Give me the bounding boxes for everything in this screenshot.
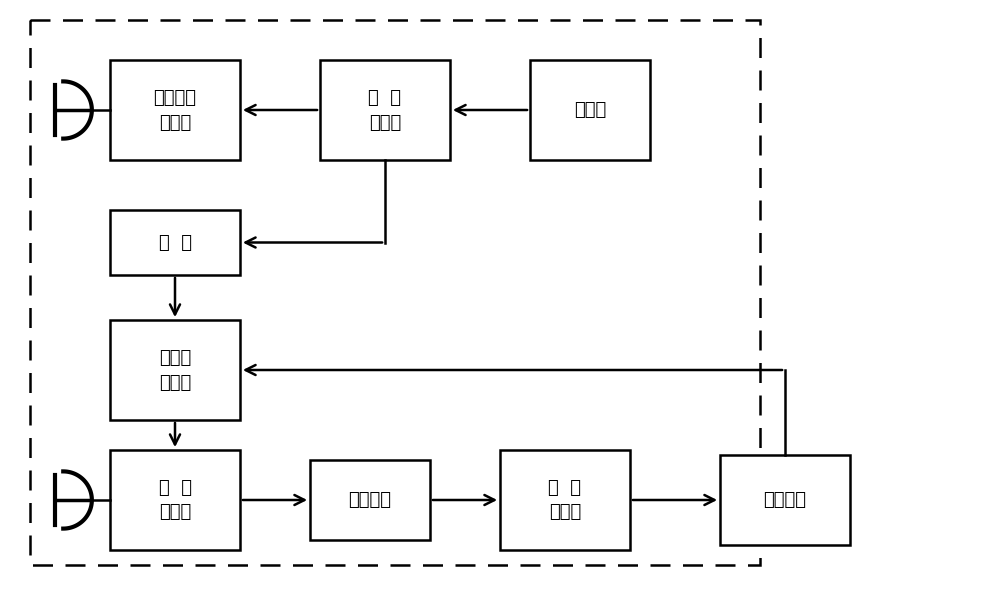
Bar — [110, 60, 240, 160]
Text: 放大滤波: 放大滤波 — [349, 491, 392, 509]
Bar — [110, 320, 240, 420]
Text: 电磁脉冲
发生器: 电磁脉冲 发生器 — [154, 89, 197, 131]
Bar — [30, 20, 760, 565]
Bar — [320, 60, 450, 160]
Text: 距离门
产生器: 距离门 产生器 — [159, 349, 191, 392]
Text: 高  速
采集卡: 高 速 采集卡 — [548, 478, 582, 521]
Text: 取  样
积分器: 取 样 积分器 — [159, 478, 192, 521]
Text: 编码器: 编码器 — [574, 101, 606, 119]
Bar — [720, 455, 850, 545]
Bar — [110, 450, 240, 550]
Bar — [530, 60, 650, 160]
Text: 计算单元: 计算单元 — [764, 491, 806, 509]
Bar — [310, 460, 430, 540]
Bar — [500, 450, 630, 550]
Bar — [110, 210, 240, 275]
Text: 脉  冲
振荡器: 脉 冲 振荡器 — [368, 89, 402, 131]
Text: 延  时: 延 时 — [159, 233, 192, 252]
